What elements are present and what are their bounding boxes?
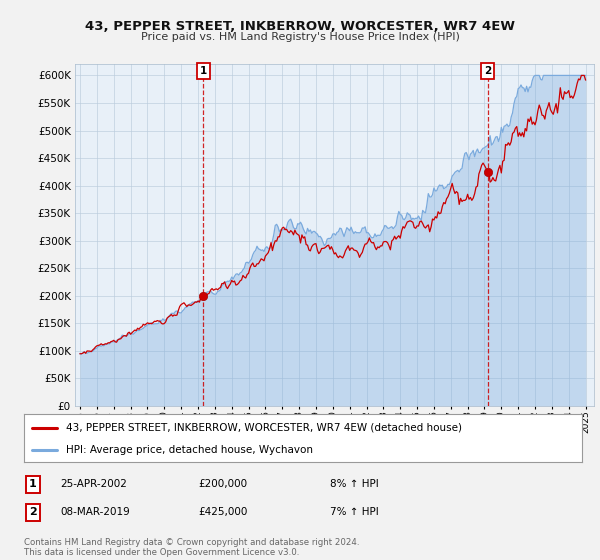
Text: £200,000: £200,000 xyxy=(198,479,247,489)
Text: 43, PEPPER STREET, INKBERROW, WORCESTER, WR7 4EW: 43, PEPPER STREET, INKBERROW, WORCESTER,… xyxy=(85,20,515,32)
Text: 7% ↑ HPI: 7% ↑ HPI xyxy=(330,507,379,517)
Text: 8% ↑ HPI: 8% ↑ HPI xyxy=(330,479,379,489)
Text: Contains HM Land Registry data © Crown copyright and database right 2024.
This d: Contains HM Land Registry data © Crown c… xyxy=(24,538,359,557)
Text: 43, PEPPER STREET, INKBERROW, WORCESTER, WR7 4EW (detached house): 43, PEPPER STREET, INKBERROW, WORCESTER,… xyxy=(66,423,462,433)
Text: 2: 2 xyxy=(29,507,37,517)
Text: HPI: Average price, detached house, Wychavon: HPI: Average price, detached house, Wych… xyxy=(66,445,313,455)
Text: Price paid vs. HM Land Registry's House Price Index (HPI): Price paid vs. HM Land Registry's House … xyxy=(140,32,460,42)
Text: 25-APR-2002: 25-APR-2002 xyxy=(60,479,127,489)
Text: 1: 1 xyxy=(200,66,207,76)
Text: 2: 2 xyxy=(484,66,491,76)
Text: £425,000: £425,000 xyxy=(198,507,247,517)
Text: 1: 1 xyxy=(29,479,37,489)
Text: 08-MAR-2019: 08-MAR-2019 xyxy=(60,507,130,517)
